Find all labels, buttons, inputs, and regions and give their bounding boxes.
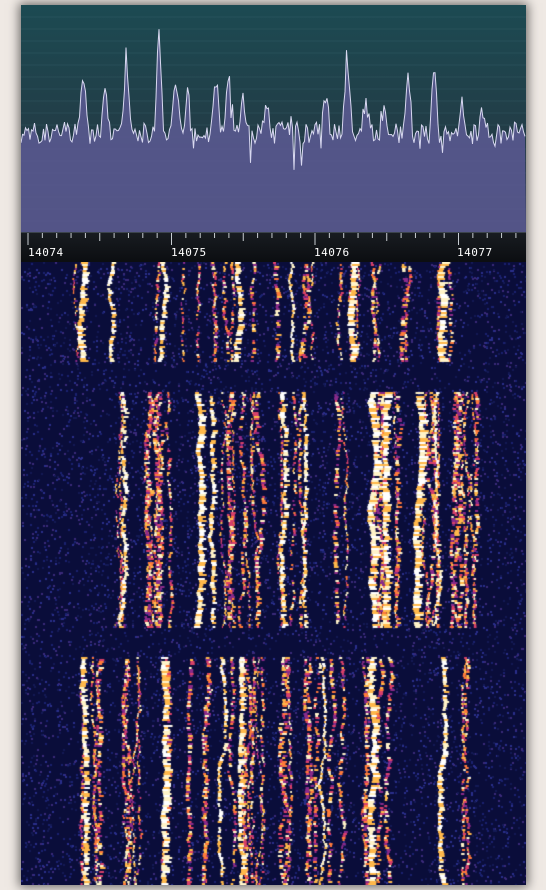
frequency-ticks [27, 233, 517, 245]
frequency-label-14075: 14075 [171, 246, 207, 259]
sdr-display: 14074 14075 14076 14077 [21, 5, 526, 885]
frequency-label-14076: 14076 [314, 246, 350, 259]
frequency-label-14074: 14074 [28, 246, 64, 259]
frequency-label-14077: 14077 [457, 246, 493, 259]
spectrum-fill [21, 29, 526, 232]
waterfall-display[interactable] [21, 262, 526, 885]
spectrum-trace [21, 29, 526, 170]
frequency-scale[interactable]: 14074 14075 14076 14077 [21, 232, 526, 263]
spectrum-plot[interactable] [21, 5, 526, 232]
